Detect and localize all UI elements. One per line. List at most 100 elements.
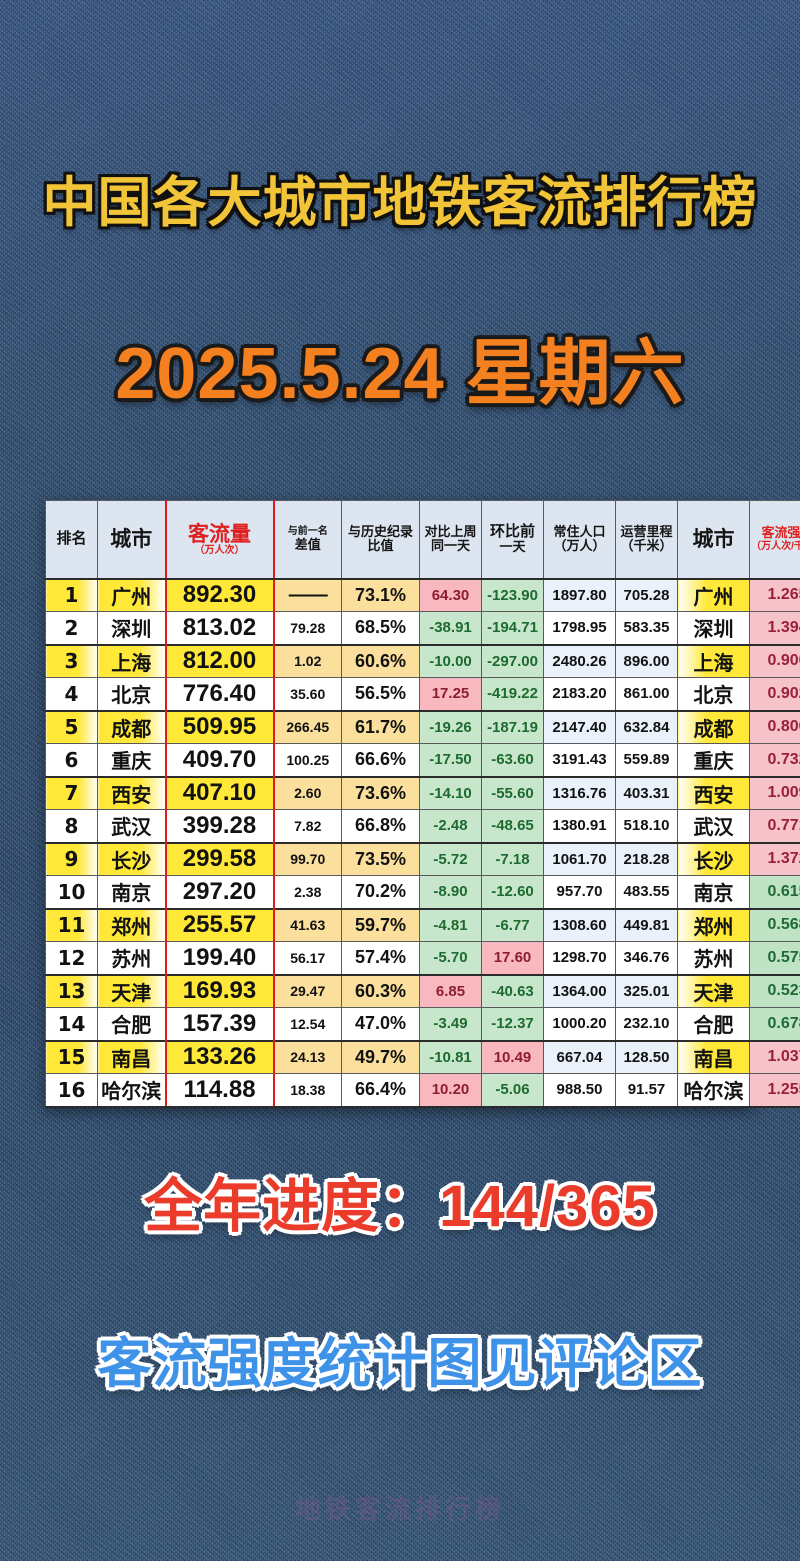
column-header-sub: （千米）: [620, 538, 673, 554]
cell-population: 1364.00: [543, 973, 616, 1008]
cell-week: 17.25: [419, 677, 482, 711]
cell-ratio: 47.0%: [341, 1007, 420, 1041]
cell-city: 重庆: [97, 743, 166, 777]
cell-population: 957.70: [543, 875, 616, 909]
table-row: 11 郑州 255.57 41.63 59.7% -4.81 -6.77 1308.60 449…: [45, 907, 800, 942]
cell-day: -187.19: [481, 709, 544, 744]
table-header: 排名 城市 客流量 （万人次） 与前一名 差值 与历史纪录 比值 对比上周 同一天 环比前 一天 常住人…: [45, 500, 800, 580]
table-row: 1 广州 892.30 —— 73.1% 64.30 -123.90 1897.80 705.2…: [45, 578, 800, 612]
cell-intensity: 1.009: [749, 775, 800, 810]
cell-ratio: 73.1%: [341, 578, 420, 612]
table-row: 9 长沙 299.58 99.70 73.5% -5.72 -7.18 1061.70 218.…: [45, 841, 800, 876]
cell-rank: 15: [45, 1039, 98, 1074]
cell-city2: 成都: [677, 709, 750, 744]
column-header-6: 环比前 一天: [481, 500, 544, 580]
cell-mileage: 346.76: [615, 941, 678, 975]
column-header-main: 客流强度: [761, 525, 800, 541]
cell-population: 1380.91: [543, 809, 616, 843]
table-row: 16 哈尔滨 114.88 18.38 66.4% 10.20 -5.06 988.50 91.…: [45, 1073, 800, 1108]
cell-city: 武汉: [97, 809, 166, 843]
cell-diff: 2.60: [273, 775, 342, 810]
cell-mileage: 325.01: [615, 973, 678, 1008]
cell-city2: 苏州: [677, 941, 750, 975]
cell-volume: 133.26: [164, 1039, 275, 1074]
cell-week: -19.26: [419, 709, 482, 744]
cell-rank: 5: [45, 709, 98, 744]
column-header-main: 环比前: [489, 522, 535, 540]
cell-volume: 114.88: [164, 1073, 275, 1108]
cell-day: -6.77: [481, 907, 544, 942]
cell-volume: 299.58: [164, 841, 275, 876]
cell-diff: ——: [273, 578, 342, 612]
cell-city2: 广州: [677, 578, 750, 612]
cell-mileage: 483.55: [615, 875, 678, 909]
cell-diff: 12.54: [273, 1007, 342, 1041]
cell-diff: 7.82: [273, 809, 342, 843]
column-header-main: 城市: [110, 526, 153, 552]
cell-population: 1061.70: [543, 841, 616, 876]
cell-city2: 南昌: [677, 1039, 750, 1074]
cell-intensity: 0.806: [749, 709, 800, 744]
cell-volume: 892.30: [164, 578, 275, 612]
cell-city: 南京: [97, 875, 166, 909]
cell-volume: 407.10: [164, 775, 275, 810]
column-header-8: 运营里程 （千米）: [615, 500, 678, 580]
column-header-main: 常住人口: [553, 523, 606, 539]
cell-week: -8.90: [419, 875, 482, 909]
cell-mileage: 128.50: [615, 1039, 678, 1074]
cell-intensity: 0.615: [749, 875, 800, 909]
cell-diff: 1.02: [273, 643, 342, 678]
column-header-sub: 差值: [294, 536, 321, 552]
cell-intensity: 0.678: [749, 1007, 800, 1041]
cell-city2: 南京: [677, 875, 750, 909]
cell-ratio: 68.5%: [341, 611, 420, 645]
cell-rank: 10: [45, 875, 98, 909]
cell-diff: 41.63: [273, 907, 342, 942]
cell-rank: 7: [45, 775, 98, 810]
cell-population: 988.50: [543, 1073, 616, 1108]
cell-mileage: 896.00: [615, 643, 678, 678]
cell-ratio: 66.4%: [341, 1073, 420, 1108]
cell-mileage: 91.57: [615, 1073, 678, 1108]
column-header-sub: 一天: [499, 539, 526, 555]
cell-city: 深圳: [97, 611, 166, 645]
cell-rank: 14: [45, 1007, 98, 1041]
cell-city2: 合肥: [677, 1007, 750, 1041]
cell-city: 合肥: [97, 1007, 166, 1041]
cell-city: 天津: [97, 973, 166, 1008]
cell-population: 1000.20: [543, 1007, 616, 1041]
column-header-main: 对比上周: [424, 523, 477, 539]
cell-city2: 北京: [677, 677, 750, 711]
cell-city: 西安: [97, 775, 166, 810]
column-header-sub: （万人）: [553, 538, 606, 554]
column-header-3: 与前一名 差值: [273, 500, 342, 580]
cell-week: -3.49: [419, 1007, 482, 1041]
metro-ridership-table: 排名 城市 客流量 （万人次） 与前一名 差值 与历史纪录 比值 对比上周 同一天 环比前 一天 常住人…: [45, 500, 800, 1108]
cell-mileage: 705.28: [615, 578, 678, 612]
cell-intensity: 0.575: [749, 941, 800, 975]
cell-population: 1897.80: [543, 578, 616, 612]
cell-population: 2480.26: [543, 643, 616, 678]
cell-volume: 255.57: [164, 907, 275, 942]
column-header-sub: （万人次/千米）: [751, 540, 800, 552]
cell-week: -10.00: [419, 643, 482, 678]
cell-city: 苏州: [97, 941, 166, 975]
cell-volume: 409.70: [164, 743, 275, 777]
cell-mileage: 403.31: [615, 775, 678, 810]
date-heading: 2025.5.24 星期六: [115, 334, 685, 414]
cell-volume: 157.39: [164, 1007, 275, 1041]
table-row: 12 苏州 199.40 56.17 57.4% -5.70 17.60 1298.70 346…: [45, 941, 800, 975]
cell-day: -5.06: [481, 1073, 544, 1108]
cell-city: 郑州: [97, 907, 166, 942]
cell-diff: 266.45: [273, 709, 342, 744]
cell-volume: 199.40: [164, 941, 275, 975]
cell-city2: 重庆: [677, 743, 750, 777]
cell-intensity: 1.265: [749, 578, 800, 612]
cell-city: 长沙: [97, 841, 166, 876]
column-header-10: 客流强度（万人次/千米）: [749, 500, 800, 580]
column-header-1: 城市: [97, 500, 166, 580]
cell-day: -63.60: [481, 743, 544, 777]
cell-week: -5.72: [419, 841, 482, 876]
cell-week: -38.91: [419, 611, 482, 645]
cell-intensity: 1.394: [749, 611, 800, 645]
